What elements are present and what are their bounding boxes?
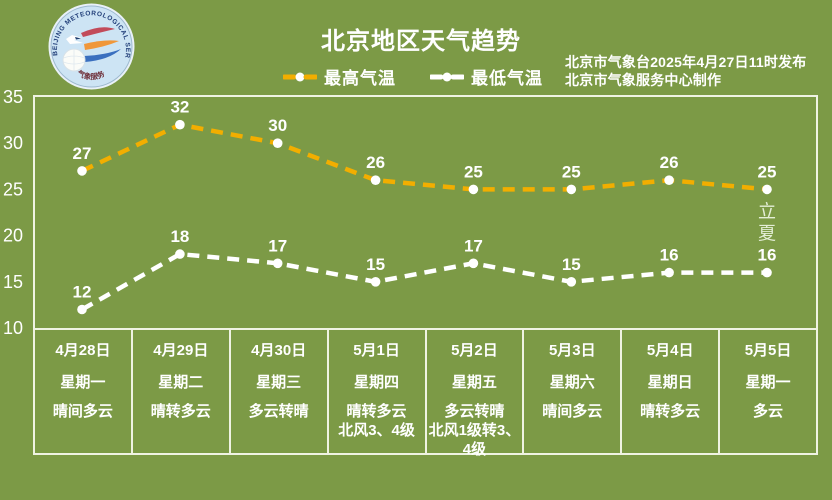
legend-label-low-temp: 最低气温 — [471, 69, 543, 88]
y-axis-tick-label: 15 — [3, 272, 23, 292]
forecast-day-cell: 5月5日星期一多云 — [720, 330, 816, 453]
data-point-label-high: 26 — [660, 153, 679, 172]
data-point-high — [566, 184, 577, 195]
forecast-weekday: 星期五 — [451, 374, 497, 391]
y-axis-tick-label: 35 — [3, 87, 23, 107]
legend-item-low-temp: 最低气温 — [430, 64, 543, 89]
forecast-date: 5月5日 — [744, 342, 792, 359]
data-point-low — [664, 267, 674, 278]
data-point-high — [762, 184, 772, 195]
forecast-weather: 多云转晴 北风1级转3、4级 — [428, 403, 521, 458]
forecast-weekday: 星期二 — [158, 374, 204, 391]
data-point-low — [175, 249, 185, 259]
forecast-day-cell: 4月30日星期三多云转晴 — [231, 330, 329, 453]
forecast-date: 5月3日 — [548, 342, 596, 359]
data-point-label-low: 18 — [170, 227, 189, 246]
data-point-label-high: 27 — [73, 144, 92, 163]
data-point-low — [272, 258, 283, 269]
data-point-label-low: 16 — [660, 246, 679, 265]
forecast-weather: 多云 — [753, 403, 784, 420]
logo-orange-swoosh-icon — [84, 40, 119, 50]
forecast-weather: 晴间多云 — [542, 403, 603, 420]
temperature-line-high — [81, 122, 768, 192]
beijing-meteorological-service-logo: BEIJING METEOROLOGICAL SERVICE 气象服务 — [47, 2, 135, 90]
forecast-day-cell: 4月29日星期二晴转多云 — [133, 330, 231, 453]
data-point-label-low: 12 — [73, 283, 92, 302]
data-point-high — [77, 166, 87, 176]
data-point-low — [762, 267, 772, 278]
data-point-low — [77, 304, 87, 315]
forecast-date: 5月2日 — [451, 342, 498, 359]
temperature-line-chart: 35 30 25 20 15 10 27 32 30 26 25 25 26 25 12 18 17 15 17 15… — [3, 87, 777, 338]
forecast-day-cell: 5月3日星期六晴间多云 — [524, 330, 623, 453]
solar-term-annotation: 夏 — [758, 223, 776, 244]
logo-sphere-lines — [63, 49, 85, 71]
forecast-date: 5月4日 — [646, 342, 694, 359]
forecast-date: 4月28日 — [55, 342, 111, 359]
data-point-label-high: 25 — [464, 162, 483, 181]
forecast-day-cell: 5月1日星期四晴转多云 北风3、4级 — [329, 330, 427, 453]
forecast-weather: 晴转多云 北风3、4级 — [338, 403, 415, 439]
temperature-plot-area: 35 30 25 20 15 10 27 32 30 26 25 25 26 25 12 18 17 15 17 15… — [3, 87, 818, 338]
data-point-label-low: 15 — [366, 255, 385, 274]
temperature-line-low — [80, 251, 767, 312]
forecast-weather: 晴转多云 — [150, 403, 211, 420]
forecast-date: 4月29日 — [153, 342, 209, 359]
data-point-low — [468, 258, 479, 269]
forecast-day-cell: 4月28日星期一晴间多云 — [35, 330, 133, 453]
data-point-high — [370, 175, 381, 185]
low-temp-line-icon — [430, 72, 464, 81]
forecast-date: 4月30日 — [251, 342, 307, 359]
y-axis-tick-label: 10 — [3, 318, 23, 338]
publisher-info: 北京市气象台2025年4月27日11时发布 北京市气象服务中心制作 — [565, 53, 823, 89]
logo-dove-accent — [75, 37, 81, 40]
forecast-weather: 多云转晴 — [248, 403, 309, 420]
data-point-high — [272, 138, 283, 148]
page-title: 北京地区天气趋势 — [321, 28, 521, 55]
high-temp-line-icon — [283, 72, 317, 81]
data-point-high — [664, 175, 674, 185]
data-point-label-high: 25 — [562, 162, 581, 181]
forecast-weekday: 星期六 — [549, 374, 595, 391]
data-point-label-high: 25 — [758, 162, 777, 181]
forecast-weather: 晴转多云 — [640, 403, 701, 420]
data-point-label-low: 15 — [562, 255, 581, 274]
data-point-low — [566, 277, 577, 287]
logo-blue-swoosh-icon — [84, 49, 121, 62]
forecast-weekday: 星期三 — [256, 374, 302, 391]
forecast-weekday: 星期四 — [354, 374, 400, 391]
solar-term-annotation: 立 — [758, 201, 776, 222]
forecast-day-cell: 5月2日星期五多云转晴 北风1级转3、4级 — [427, 330, 525, 458]
data-point-label-low: 17 — [268, 236, 287, 255]
data-point-low — [370, 277, 381, 287]
data-point-label-low: 16 — [758, 246, 777, 265]
forecast-weekday: 星期一 — [745, 374, 791, 391]
forecast-day-cell: 5月4日星期日晴转多云 — [622, 330, 721, 453]
data-point-label-low: 17 — [464, 236, 483, 255]
y-axis-tick-label: 20 — [3, 226, 23, 246]
forecast-weather: 晴间多云 — [52, 403, 113, 420]
data-point-high — [175, 119, 185, 130]
chart-legend: 最高气温 最低气温 — [283, 64, 543, 89]
legend-label-high-temp: 最高气温 — [324, 69, 396, 88]
logo-red-swoosh-icon — [81, 27, 115, 37]
forecast-date: 5月1日 — [353, 342, 400, 359]
forecast-weekday: 星期日 — [647, 374, 693, 391]
data-point-label-high: 30 — [268, 116, 287, 135]
forecast-table: 4月28日 星期一 晴间多云 4月29日 星期二 晴转多云 4月30日 星期三 多云转晴 5月1日… — [33, 330, 818, 458]
logo-dove-icon — [66, 35, 83, 44]
legend-item-high-temp: 最高气温 — [283, 64, 396, 89]
y-axis-tick-label: 30 — [3, 133, 23, 153]
data-point-high — [468, 184, 479, 195]
forecast-weekday: 星期一 — [60, 374, 106, 391]
produced-line: 北京市气象服务中心制作 — [565, 72, 722, 89]
data-point-label-high: 32 — [170, 98, 189, 117]
issued-line: 北京市气象台2025年4月27日11时发布 — [565, 54, 807, 70]
y-axis-tick-label: 25 — [3, 179, 23, 199]
data-point-label-high: 26 — [366, 153, 385, 172]
